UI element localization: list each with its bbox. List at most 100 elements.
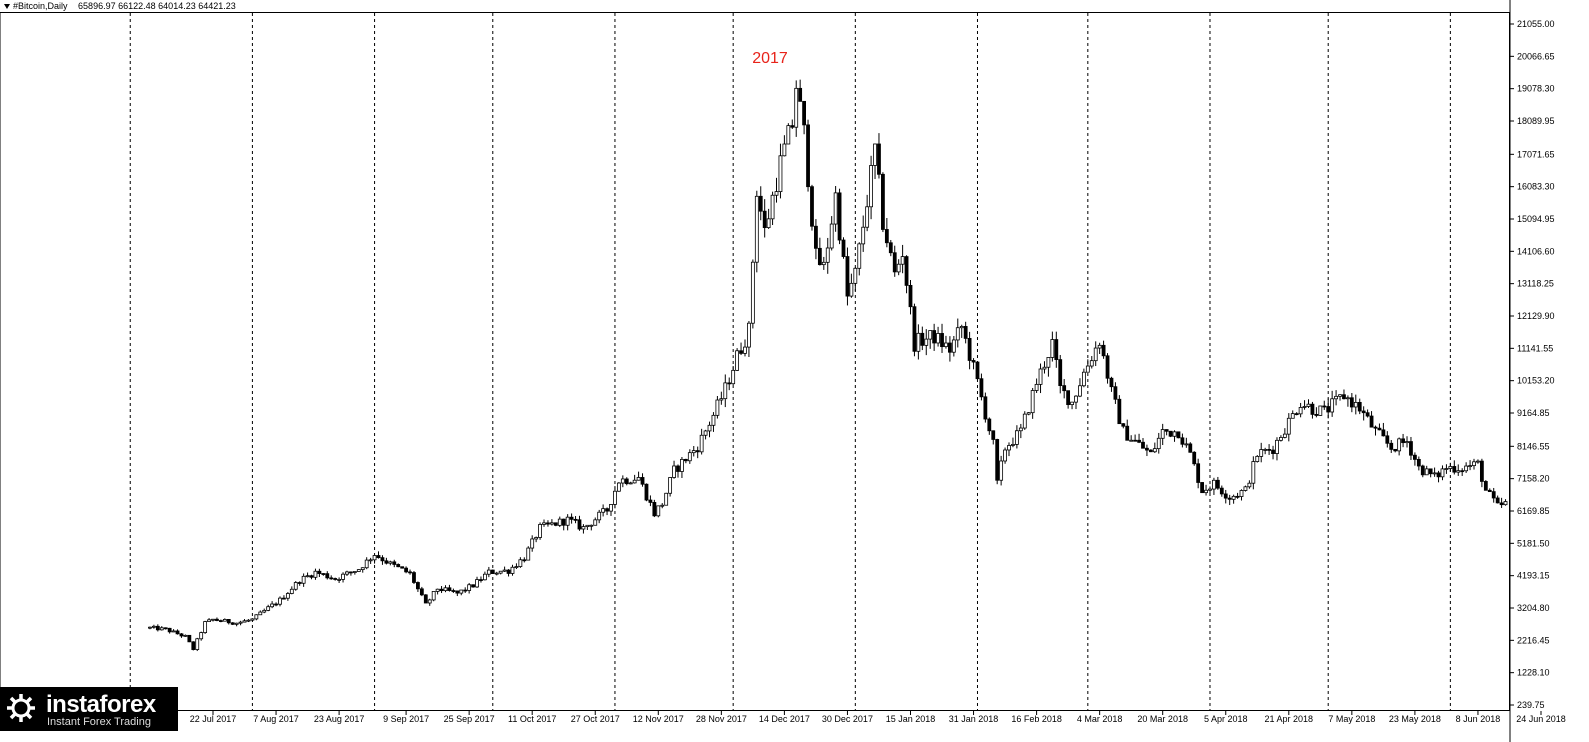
price-tick-label: 9164.85	[1517, 408, 1550, 418]
bull-candle-body	[262, 609, 267, 613]
bull-candle-body	[372, 555, 377, 561]
bear-candle-body	[967, 338, 972, 361]
bull-candle-body	[660, 504, 665, 507]
open-value: 65896.97	[78, 1, 116, 11]
bear-candle-body	[1148, 449, 1153, 453]
bull-candle-body	[510, 566, 515, 574]
bear-candle-body	[1460, 470, 1465, 473]
bear-candle-body	[1133, 439, 1138, 442]
bull-candle-body	[1074, 395, 1078, 403]
bear-candle-body	[282, 597, 286, 600]
bull-candle-body	[664, 492, 669, 506]
bear-candle-body	[683, 458, 688, 462]
bull-candle-body	[1440, 468, 1445, 478]
bull-candle-body	[467, 584, 472, 591]
bear-candle-body	[1491, 491, 1496, 499]
bull-candle-body	[388, 561, 393, 564]
bear-candle-body	[837, 192, 842, 241]
bull-candle-body	[1003, 449, 1007, 462]
price-tick-label: 21055.00	[1517, 19, 1555, 29]
bull-candle-body	[1503, 501, 1508, 506]
bull-candle-body	[557, 518, 562, 526]
bear-candle-body	[1322, 405, 1327, 408]
bull-candle-body	[1243, 486, 1248, 491]
chart-header: #Bitcoin,Daily 65896.97 66122.48 64014.2…	[4, 1, 236, 11]
bear-candle-body	[1267, 449, 1271, 451]
bear-candle-body	[790, 125, 795, 128]
bull-candle-body	[1456, 470, 1461, 473]
bull-candle-body	[581, 526, 586, 530]
bull-candle-body	[431, 591, 436, 601]
bull-candle-body	[1330, 398, 1335, 413]
bear-candle-body	[1196, 463, 1201, 483]
time-tick-label: 4 Mar 2018	[1077, 714, 1123, 724]
bull-candle-body	[1070, 401, 1074, 406]
bull-candle-body	[1424, 468, 1429, 476]
bear-candle-body	[317, 570, 322, 574]
bear-candle-body	[1452, 466, 1457, 473]
bull-candle-body	[601, 508, 606, 513]
bear-candle-body	[274, 603, 278, 606]
time-tick-label: 21 Apr 2018	[1265, 714, 1314, 724]
bear-candle-body	[841, 239, 846, 257]
bear-candle-body	[739, 350, 743, 354]
bear-candle-body	[983, 396, 988, 420]
price-axis: 21055.00 20066.65 19078.30 18089.95 17071.65…	[1510, 19, 1555, 710]
bear-candle-body	[349, 571, 353, 574]
bear-candle-body	[920, 332, 925, 346]
bull-candle-body	[833, 192, 838, 225]
price-tick-label: 20066.65	[1517, 51, 1555, 61]
bear-candle-body	[404, 567, 408, 573]
bear-candle-body	[884, 229, 889, 244]
bull-candle-body	[999, 460, 1004, 481]
bull-candle-body	[632, 479, 637, 484]
bull-candle-body	[242, 620, 247, 623]
bear-candle-body	[1361, 410, 1366, 414]
bull-candle-body	[865, 206, 870, 228]
bull-candle-body	[518, 559, 523, 567]
bear-candle-body	[230, 622, 235, 625]
bear-candle-body	[1105, 355, 1110, 379]
bear-candle-body	[971, 360, 976, 363]
bear-candle-body	[652, 502, 657, 517]
bear-candle-body	[814, 225, 818, 249]
bear-candle-body	[1062, 385, 1067, 392]
bull-candle-body	[151, 625, 156, 628]
bear-candle-body	[1066, 390, 1071, 406]
bull-candle-body	[238, 621, 243, 624]
bear-candle-body	[877, 143, 881, 175]
bull-candle-body	[301, 575, 306, 584]
bear-candle-body	[1428, 468, 1433, 475]
bull-candle-body	[427, 599, 432, 604]
bull-candle-body	[222, 619, 227, 622]
bear-candle-body	[419, 588, 424, 596]
bear-candle-body	[881, 173, 885, 230]
bear-candle-body	[451, 590, 456, 592]
close-value: 64421.23	[198, 1, 236, 11]
bull-candle-body	[770, 194, 775, 220]
bear-candle-body	[416, 582, 420, 590]
dropdown-arrow-icon[interactable]	[4, 4, 10, 10]
bear-candle-body	[1416, 458, 1421, 467]
bull-candle-body	[1160, 429, 1165, 439]
bear-candle-body	[396, 564, 401, 568]
bull-candle-body	[1282, 433, 1287, 438]
bear-candle-body	[932, 330, 937, 344]
bull-candle-body	[853, 267, 858, 284]
bull-candle-body	[183, 634, 188, 637]
bull-candle-body	[778, 155, 783, 193]
bear-candle-body	[908, 284, 913, 308]
bull-candle-body	[1476, 460, 1480, 463]
low-value: 64014.23	[158, 1, 196, 11]
bull-candle-body	[900, 256, 905, 265]
bear-candle-body	[447, 587, 452, 591]
bull-candle-body	[530, 538, 535, 549]
bear-candle-body	[218, 620, 223, 622]
time-tick-label: 22 Jul 2017	[190, 714, 237, 724]
bear-candle-body	[948, 342, 952, 353]
bull-candle-body	[1432, 472, 1437, 475]
bear-candle-body	[191, 641, 196, 650]
bull-candle-body	[672, 465, 676, 478]
bear-candle-body	[333, 578, 338, 580]
chart-frame	[0, 12, 1510, 711]
